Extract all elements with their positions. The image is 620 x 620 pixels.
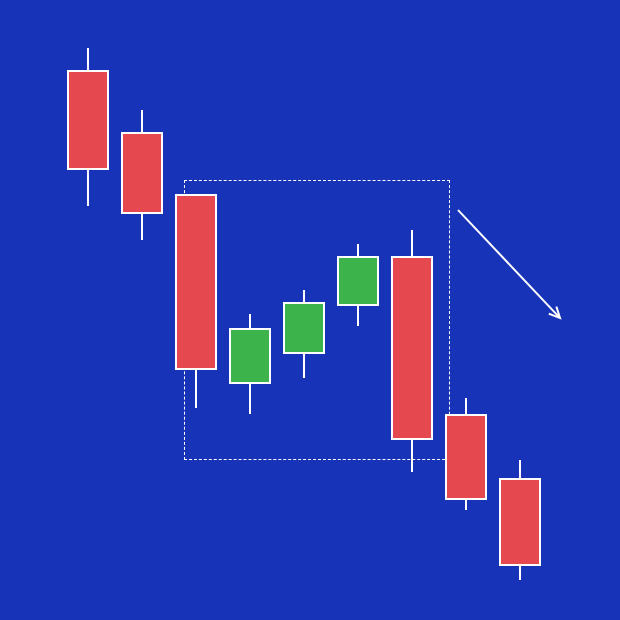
downtrend-arrow-icon (0, 0, 620, 620)
candlestick-chart (0, 0, 620, 620)
